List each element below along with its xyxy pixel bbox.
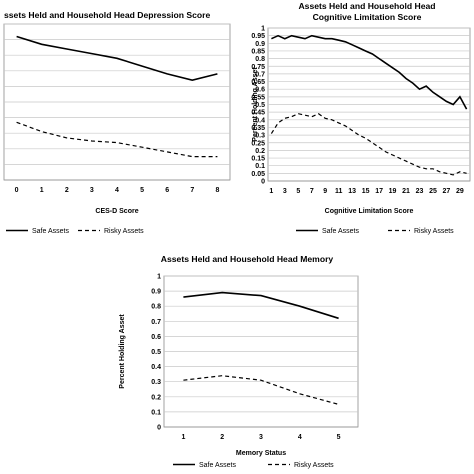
y-tick-label: 0.4 (255, 117, 265, 124)
y-tick-label: 1 (261, 26, 265, 33)
y-tick-label: 0.75 (251, 64, 265, 71)
x-tick-label: 19 (389, 188, 397, 195)
x-tick-label: 5 (296, 188, 300, 195)
x-tick-label: 2 (65, 187, 69, 194)
legend-label: Risky Assets (294, 462, 334, 469)
y-tick-label: 0.3 (255, 133, 265, 140)
x-tick-label: 1 (40, 187, 44, 194)
x-tick-label: 7 (310, 188, 314, 195)
x-axis-label: Cognitive Limitation Score (325, 208, 414, 215)
y-tick-label: 0.7 (255, 71, 265, 78)
x-tick-label: 8 (215, 187, 219, 194)
legend-label: Risky Assets (414, 228, 454, 235)
y-tick-label: 0.9 (151, 289, 161, 296)
y-tick-label: 0.4 (151, 364, 161, 371)
x-tick-label: 2 (220, 434, 224, 441)
y-tick-label: 0.3 (151, 379, 161, 386)
x-tick-label: 11 (335, 188, 343, 195)
y-tick-label: 0 (261, 179, 265, 186)
x-tick-label: 29 (456, 188, 464, 195)
y-tick-label: 0.85 (251, 48, 265, 55)
y-tick-label: 0.2 (151, 394, 161, 401)
x-tick-label: 4 (298, 434, 302, 441)
x-tick-label: 5 (140, 187, 144, 194)
series-line-safe-assets (271, 34, 468, 110)
y-tick-label: 0.6 (151, 334, 161, 341)
x-tick-label: 1 (269, 188, 273, 195)
y-tick-label: 1 (157, 274, 161, 281)
y-tick-label: 0.5 (151, 349, 161, 356)
x-tick-label: 27 (443, 188, 451, 195)
series-line-safe-assets (16, 35, 218, 82)
x-axis-label: Memory Status (236, 450, 286, 457)
chart-title: Assets Held and Household Head (298, 1, 435, 11)
x-tick-label: 1 (181, 434, 185, 441)
x-tick-label: 3 (259, 434, 263, 441)
y-tick-label: 0.6 (255, 87, 265, 94)
x-tick-label: 3 (283, 188, 287, 195)
y-tick-label: 0.7 (151, 319, 161, 326)
legend-label: Safe Assets (32, 228, 69, 235)
x-tick-label: 17 (375, 188, 383, 195)
legend-label: Risky Assets (104, 228, 144, 235)
y-tick-label: 0.1 (255, 163, 265, 170)
x-tick-label: 5 (337, 434, 341, 441)
x-tick-label: 7 (190, 187, 194, 194)
y-tick-label: 0.45 (251, 110, 265, 117)
x-axis-label: CES-D Score (95, 208, 138, 215)
y-tick-label: 0.95 (251, 33, 265, 40)
y-tick-label: 0.5 (255, 102, 265, 109)
y-tick-label: 0.05 (251, 171, 265, 178)
chart-title: Assets Held and Household Head Memory (161, 254, 334, 264)
x-tick-label: 3 (90, 187, 94, 194)
y-tick-label: 0.2 (255, 148, 265, 155)
y-axis-label: Percent Holding Asset (252, 67, 259, 142)
series-line-risky-assets (16, 121, 218, 158)
y-tick-label: 0.9 (255, 41, 265, 48)
legend-label: Safe Assets (322, 228, 359, 235)
x-tick-label: 6 (165, 187, 169, 194)
y-tick-label: 0.25 (251, 140, 265, 147)
x-tick-label: 0 (15, 187, 19, 194)
y-tick-label: 0.8 (151, 304, 161, 311)
y-tick-label: 0.55 (251, 94, 265, 101)
series-line-safe-assets (183, 291, 339, 320)
y-tick-label: 0.8 (255, 56, 265, 63)
x-tick-label: 23 (416, 188, 424, 195)
legend-label: Safe Assets (199, 462, 236, 469)
x-tick-label: 13 (348, 188, 356, 195)
chart-1: 0 1 2 3 4 5 6 7 8 ssets Held and Household Head D… (3, 10, 231, 235)
chart-subtitle: Cognitive Limitation Score (313, 12, 422, 22)
y-tick-label: 0.35 (251, 125, 265, 132)
chart-2: 00.050.10.150.20.250.30.350.40.450.50.55… (251, 1, 471, 235)
y-tick-label: 0.15 (251, 156, 265, 163)
series-line-risky-assets (183, 375, 339, 405)
x-tick-label: 25 (429, 188, 437, 195)
chart-3: 0 0.1 0.2 0.3 0.4 0.5 0.6 0.7 0.8 0.9 1 1 2 3 4 5 Assets… (119, 254, 359, 469)
y-tick-label: 0.65 (251, 79, 265, 86)
y-axis-label: Percent Holding Asset (119, 314, 126, 389)
x-tick-label: 21 (402, 188, 410, 195)
x-tick-label: 15 (362, 188, 370, 195)
chart-title: ssets Held and Household Head Depression… (4, 10, 211, 20)
y-tick-label: 0 (157, 425, 161, 432)
x-tick-label: 4 (115, 187, 119, 194)
x-tick-label: 9 (323, 188, 327, 195)
series-line-risky-assets (270, 113, 467, 176)
y-tick-label: 0.1 (151, 409, 161, 416)
